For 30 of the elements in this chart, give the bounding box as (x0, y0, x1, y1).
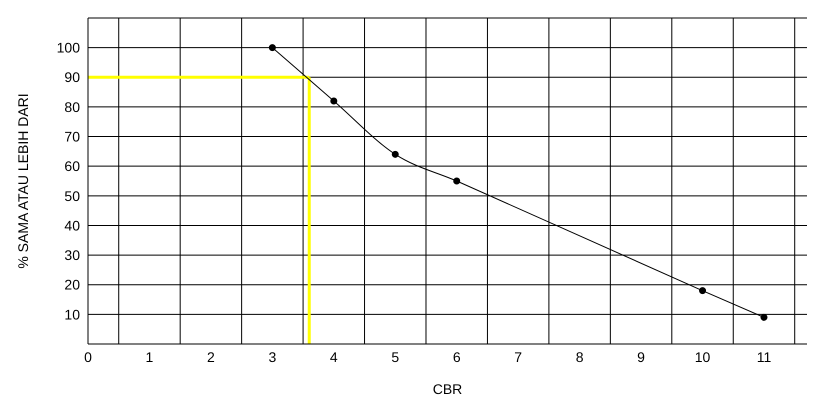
x-tick-label: 1 (146, 348, 154, 365)
x-tick-label: 5 (391, 348, 400, 365)
x-tick-label: 7 (514, 348, 522, 365)
y-axis-title: % SAMA ATAU LEBIH DARI (14, 93, 31, 269)
y-tick-label: 70 (64, 128, 80, 145)
x-tick-label: 0 (84, 348, 92, 365)
point (330, 97, 338, 104)
x-tick-label: 3 (268, 348, 276, 365)
y-tick-label: 20 (64, 276, 80, 293)
x-axis-title: CBR (432, 381, 462, 397)
point (453, 178, 460, 184)
x-tick-label: 8 (576, 348, 584, 365)
x-tick-label: 10 (694, 348, 711, 365)
x-tick-label: 6 (452, 348, 461, 365)
point (699, 287, 706, 294)
y-tick-label: 30 (64, 247, 80, 264)
point (392, 150, 399, 158)
x-tick-label: 4 (330, 348, 338, 365)
y-tick-label: 40 (64, 217, 80, 234)
x-tick-label: 2 (207, 348, 216, 365)
y-tick-label: 100 (56, 40, 80, 56)
x-tick-label: 11 (756, 348, 772, 365)
y-tick-label: 80 (64, 98, 80, 115)
x-tick-label: 9 (637, 348, 646, 365)
point (760, 314, 768, 321)
y-tick-label: 10 (64, 306, 80, 322)
y-tick-label: 60 (64, 158, 80, 174)
y-tick-label: 90 (64, 69, 80, 86)
point (268, 44, 276, 52)
y-tick-label: 50 (64, 188, 80, 204)
